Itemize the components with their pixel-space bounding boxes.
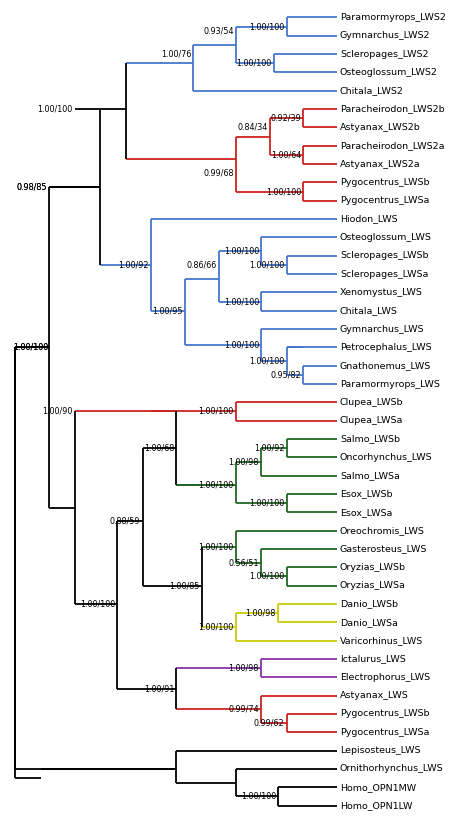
Text: 1.00/91: 1.00/91: [144, 684, 174, 693]
Text: 0.86/66: 0.86/66: [186, 260, 217, 269]
Text: 0.92/39: 0.92/39: [271, 114, 301, 123]
Text: Salmo_LWSa: Salmo_LWSa: [340, 471, 400, 480]
Text: 0.93/54: 0.93/54: [203, 26, 234, 35]
Text: 1.00/64: 1.00/64: [271, 151, 301, 160]
Text: 1.00/100: 1.00/100: [13, 343, 49, 352]
Text: 1.00/68: 1.00/68: [144, 444, 174, 453]
Text: Oreochromis_LWS: Oreochromis_LWS: [340, 526, 425, 535]
Text: Pygocentrus_LWSa: Pygocentrus_LWSa: [340, 196, 429, 205]
Text: 1.00/100: 1.00/100: [198, 407, 234, 416]
Text: Oncorhynchus_LWS: Oncorhynchus_LWS: [340, 453, 433, 462]
Text: 1.00/92: 1.00/92: [254, 444, 284, 453]
Text: Salmo_LWSb: Salmo_LWSb: [340, 435, 400, 444]
Text: Gymnarchus_LWS2: Gymnarchus_LWS2: [340, 31, 430, 40]
Text: 1.00/100: 1.00/100: [249, 22, 284, 31]
Text: 1.00/92: 1.00/92: [118, 260, 149, 269]
Text: Scleropages_LWS2: Scleropages_LWS2: [340, 49, 428, 58]
Text: 1.00/90: 1.00/90: [42, 407, 73, 416]
Text: Homo_OPN1MW: Homo_OPN1MW: [340, 783, 416, 792]
Text: 0.99/62: 0.99/62: [254, 718, 284, 728]
Text: 0.84/34: 0.84/34: [237, 123, 267, 132]
Text: Danio_LWSa: Danio_LWSa: [340, 618, 398, 627]
Text: 1.00/100: 1.00/100: [198, 622, 234, 631]
Text: Lepisosteus_LWS: Lepisosteus_LWS: [340, 746, 420, 755]
Text: Gnathonemus_LWS: Gnathonemus_LWS: [340, 361, 431, 370]
Text: Pygocentrus_LWSa: Pygocentrus_LWSa: [340, 728, 429, 737]
Text: 1.00/76: 1.00/76: [161, 49, 191, 58]
Text: 1.00/100: 1.00/100: [249, 572, 284, 581]
Text: Paramormyrops_LWS: Paramormyrops_LWS: [340, 379, 440, 388]
Text: Astyanax_LWS2a: Astyanax_LWS2a: [340, 160, 420, 169]
Text: 1.00/98: 1.00/98: [246, 609, 276, 617]
Text: 1.00/98: 1.00/98: [228, 663, 259, 672]
Text: Danio_LWSb: Danio_LWSb: [340, 599, 398, 608]
Text: Osteoglossum_LWS: Osteoglossum_LWS: [340, 233, 432, 242]
Text: Electrophorus_LWS: Electrophorus_LWS: [340, 672, 430, 681]
Text: Pygocentrus_LWSb: Pygocentrus_LWSb: [340, 178, 429, 187]
Text: 0.95/82: 0.95/82: [271, 370, 301, 379]
Text: Scleropages_LWSa: Scleropages_LWSa: [340, 270, 428, 278]
Text: Scleropages_LWSb: Scleropages_LWSb: [340, 251, 428, 260]
Text: Xenomystus_LWS: Xenomystus_LWS: [340, 288, 423, 297]
Text: 0.98/85: 0.98/85: [17, 183, 47, 192]
Text: Astyanax_LWS: Astyanax_LWS: [340, 691, 409, 700]
Text: 1.00/100: 1.00/100: [266, 187, 301, 196]
Text: Hiodon_LWS: Hiodon_LWS: [340, 215, 398, 224]
Text: Paramormyrops_LWS2: Paramormyrops_LWS2: [340, 13, 446, 22]
Text: Astyanax_LWS2b: Astyanax_LWS2b: [340, 123, 420, 132]
Text: Pygocentrus_LWSb: Pygocentrus_LWSb: [340, 709, 429, 718]
Text: Gymnarchus_LWS: Gymnarchus_LWS: [340, 324, 424, 333]
Text: Gasterosteus_LWS: Gasterosteus_LWS: [340, 545, 427, 553]
Text: Paracheirodon_LWS2b: Paracheirodon_LWS2b: [340, 105, 445, 114]
Text: 1.00/100: 1.00/100: [37, 105, 73, 114]
Text: 1.00/100: 1.00/100: [249, 499, 284, 508]
Text: Chitala_LWS: Chitala_LWS: [340, 306, 398, 315]
Text: Ictalurus_LWS: Ictalurus_LWS: [340, 654, 406, 663]
Text: Clupea_LWSb: Clupea_LWSb: [340, 398, 403, 407]
Text: 1.00/100: 1.00/100: [80, 599, 115, 608]
Text: 1.00/100: 1.00/100: [13, 343, 49, 352]
Text: 1.00/100: 1.00/100: [249, 356, 284, 365]
Text: Varicorhinus_LWS: Varicorhinus_LWS: [340, 636, 423, 645]
Text: Petrocephalus_LWS: Petrocephalus_LWS: [340, 343, 431, 352]
Text: Esox_LWSb: Esox_LWSb: [340, 490, 392, 499]
Text: 0.56/51: 0.56/51: [228, 558, 259, 567]
Text: 1.00/100: 1.00/100: [249, 260, 284, 269]
Text: 1.00/100: 1.00/100: [224, 341, 259, 350]
Text: Paracheirodon_LWS2a: Paracheirodon_LWS2a: [340, 142, 445, 151]
Text: Clupea_LWSa: Clupea_LWSa: [340, 416, 403, 425]
Text: 1.00/100: 1.00/100: [237, 58, 272, 67]
Text: 1.00/100: 1.00/100: [224, 297, 259, 306]
Text: 1.00/100: 1.00/100: [224, 247, 259, 256]
Text: Osteoglossum_LWS2: Osteoglossum_LWS2: [340, 68, 438, 77]
Text: 1.00/98: 1.00/98: [228, 458, 259, 467]
Text: 0.98/85: 0.98/85: [17, 183, 47, 192]
Text: Esox_LWSa: Esox_LWSa: [340, 508, 392, 517]
Text: 1.00/85: 1.00/85: [169, 581, 200, 590]
Text: Chitala_LWS2: Chitala_LWS2: [340, 86, 404, 95]
Text: Oryzias_LWSb: Oryzias_LWSb: [340, 563, 406, 572]
Text: 1.00/95: 1.00/95: [152, 306, 183, 315]
Text: Homo_OPN1LW: Homo_OPN1LW: [340, 801, 412, 810]
Text: 0.88/59: 0.88/59: [110, 517, 140, 526]
Text: 0.99/68: 0.99/68: [203, 169, 234, 178]
Text: 1.00/100: 1.00/100: [241, 792, 276, 801]
Text: Ornithorhynchus_LWS: Ornithorhynchus_LWS: [340, 765, 444, 774]
Text: 1.00/100: 1.00/100: [198, 542, 234, 551]
Text: 0.99/74: 0.99/74: [228, 704, 259, 714]
Text: 1.00/100: 1.00/100: [198, 481, 234, 490]
Text: Oryzias_LWSa: Oryzias_LWSa: [340, 581, 406, 590]
